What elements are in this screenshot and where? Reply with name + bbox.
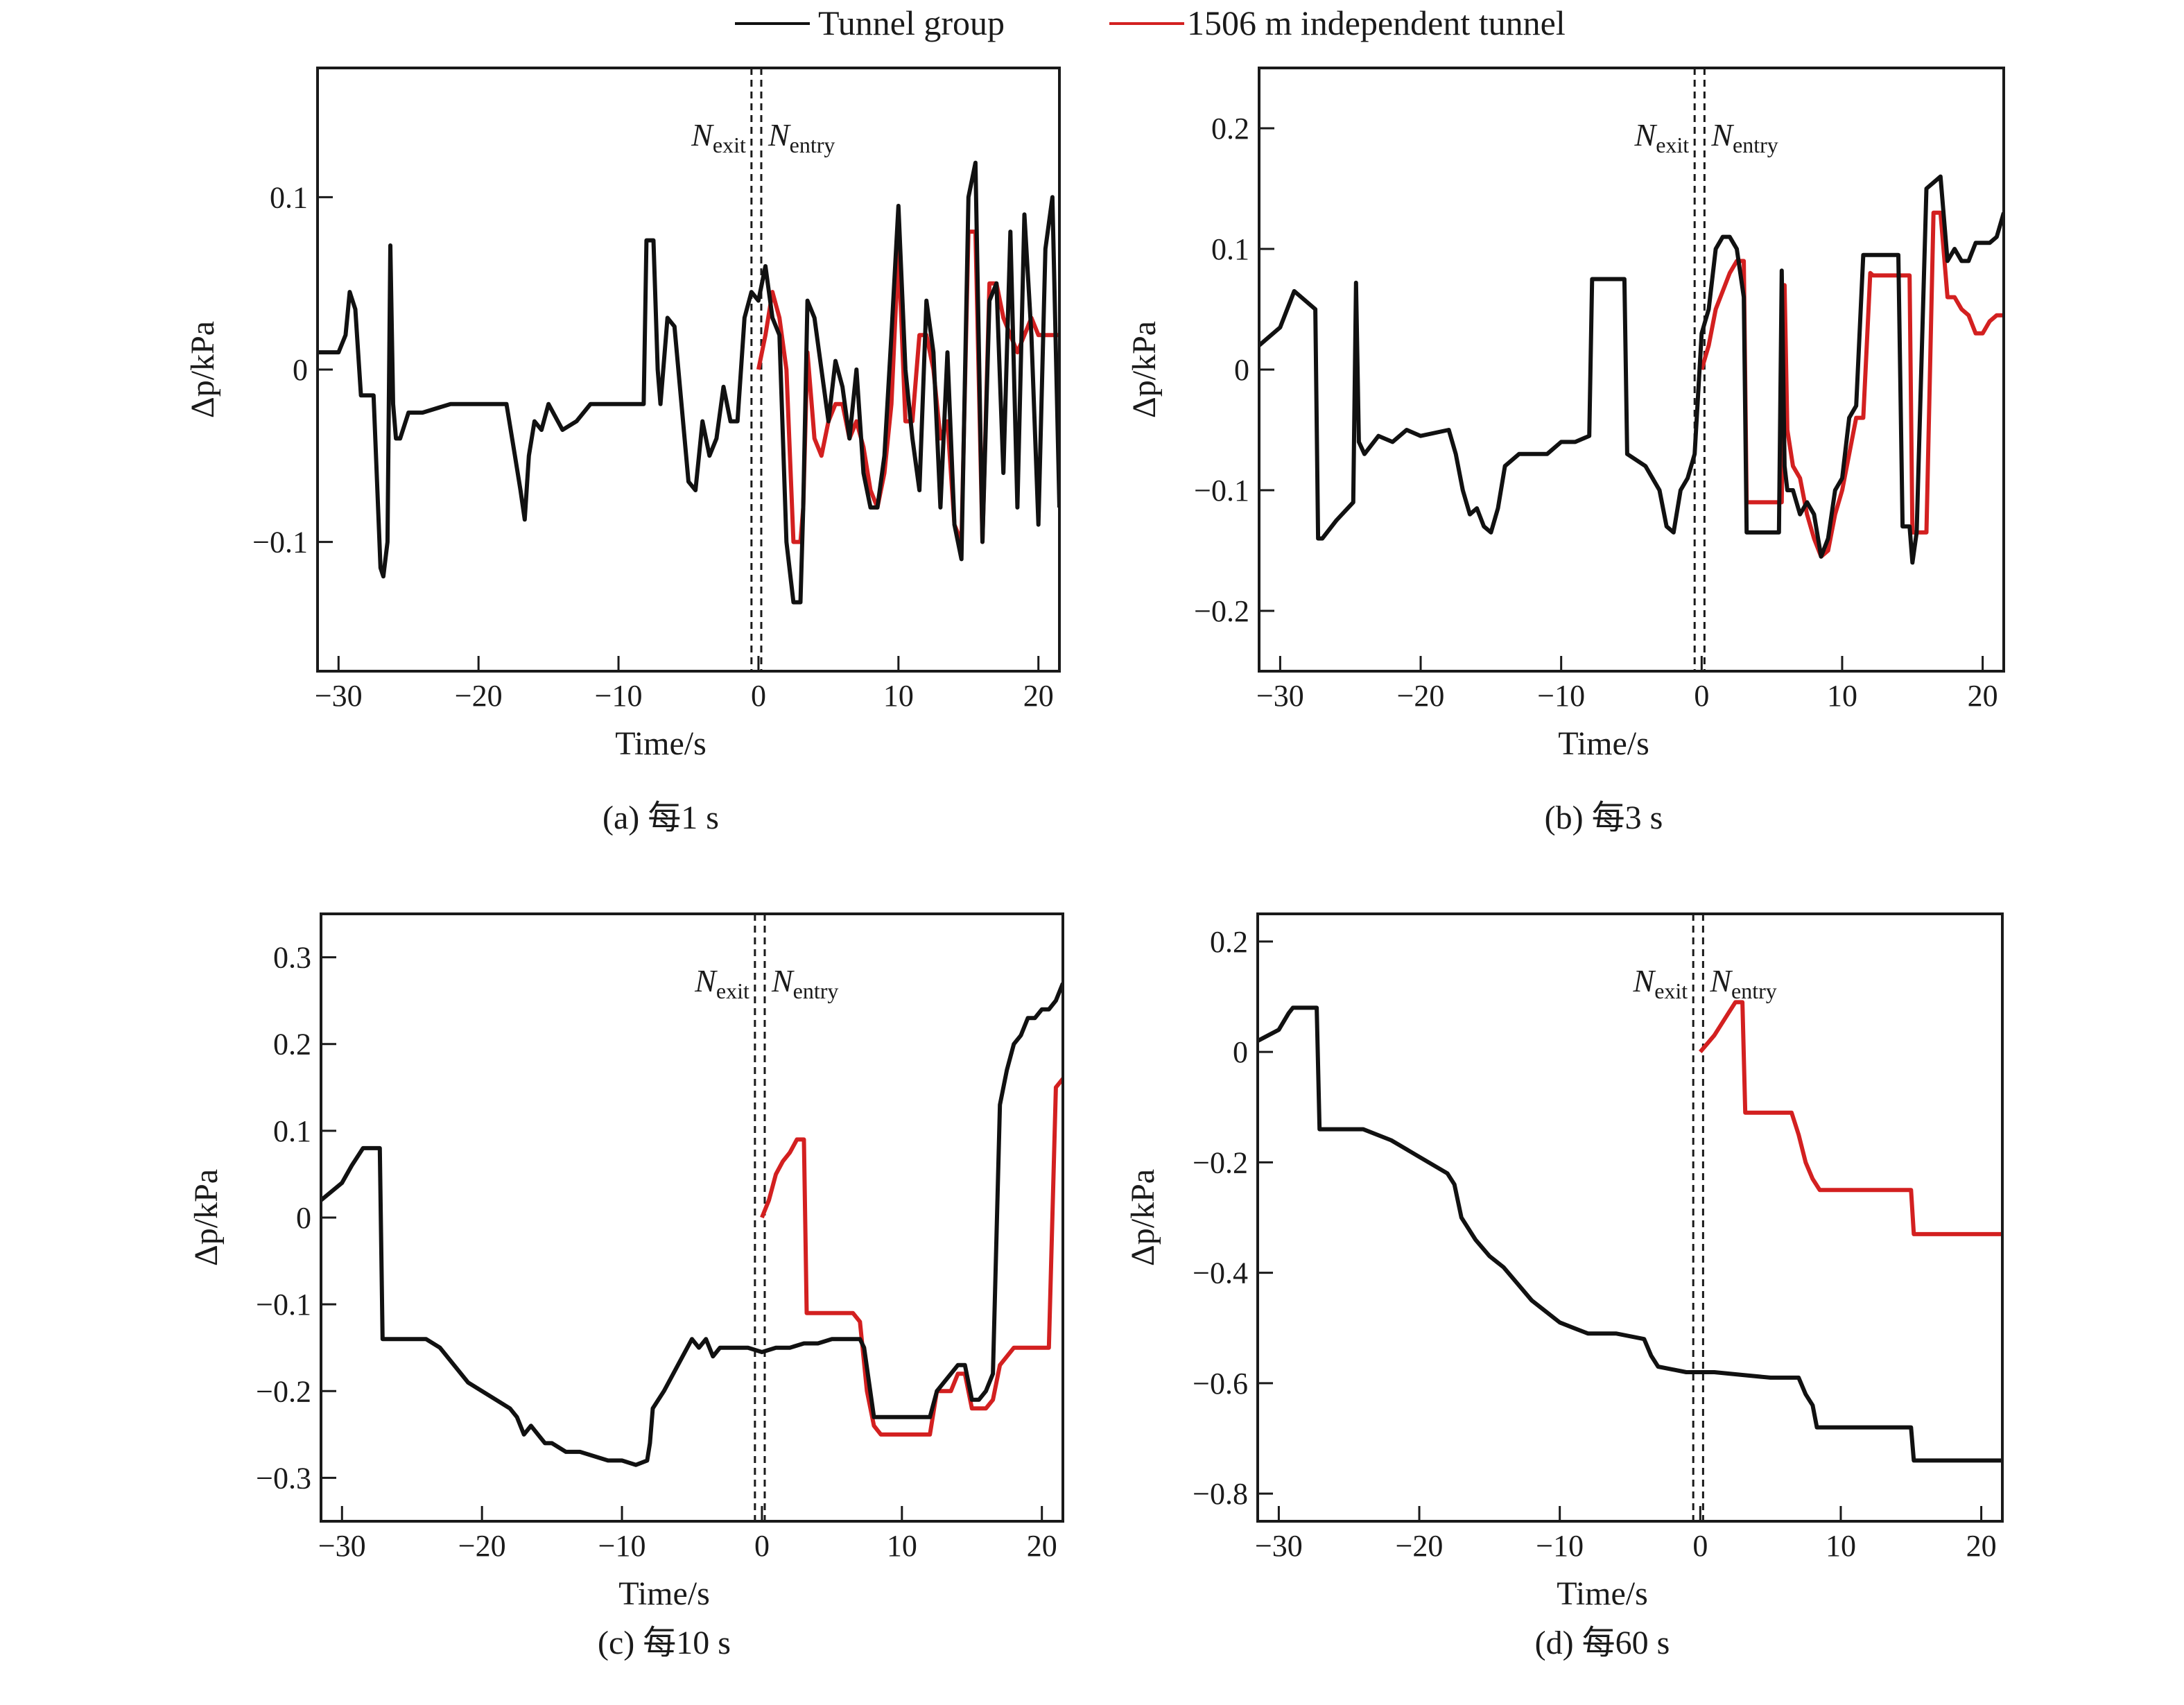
series-line-tunnel-group	[1259, 174, 2004, 565]
y-tick-label: −0.4	[1193, 1256, 1248, 1290]
x-tick-label: 10	[883, 679, 914, 713]
n-entry-label: Nentry	[1709, 963, 1776, 1003]
y-tick-label: 0	[293, 353, 308, 387]
x-tick-label: −30	[1256, 679, 1304, 713]
n-exit-label: Nexit	[1633, 963, 1688, 1003]
x-tick-label: 20	[1027, 1529, 1057, 1563]
x-tick-label: −30	[315, 679, 363, 713]
y-tick-label: 0.3	[273, 941, 311, 975]
panel-caption: (c) 每10 s	[598, 1625, 731, 1661]
x-tick-label: 0	[751, 679, 766, 713]
x-tick-label: −20	[1396, 1529, 1444, 1563]
x-axis-title: Time/s	[615, 725, 707, 762]
plot-frame	[316, 67, 1061, 673]
x-axis-title: Time/s	[1557, 1575, 1648, 1612]
x-tick-label: −10	[1537, 679, 1585, 713]
legend-label-independent-tunnel: 1506 m independent tunnel	[1187, 3, 1566, 42]
y-tick-label: −0.1	[1194, 474, 1249, 508]
y-tick-label: −0.6	[1193, 1367, 1248, 1401]
series-line-independent-tunnel	[760, 1077, 1063, 1437]
y-tick-label: 0.2	[1211, 112, 1249, 146]
x-tick-label: 20	[1023, 679, 1054, 713]
x-axis-title: Time/s	[1558, 725, 1649, 762]
x-tick-label: −30	[1255, 1529, 1303, 1563]
x-tick-label: 0	[754, 1529, 770, 1563]
y-axis-title: Δp/kPa	[1125, 1169, 1161, 1266]
n-entry-label: Nentry	[771, 963, 838, 1003]
panel-caption: (d) 每60 s	[1535, 1625, 1670, 1661]
x-tick-label: 10	[1827, 679, 1857, 713]
y-tick-label: 0	[296, 1201, 311, 1235]
x-tick-label: −20	[1397, 679, 1445, 713]
y-axis-title: Δp/kPa	[188, 1169, 225, 1266]
x-tick-label: −30	[318, 1529, 366, 1563]
n-exit-label: Nexit	[1634, 117, 1690, 157]
chart-panel-2: −30 −20 −10 0 10 20 −0.2 −0.1 0 0.1 0.2 Nexit Nentry…	[1126, 67, 2005, 836]
panel-caption: (b) 每3 s	[1545, 799, 1663, 836]
y-tick-label: 0.2	[273, 1028, 311, 1062]
y-tick-label: −0.3	[256, 1461, 311, 1495]
n-entry-label: Nentry	[1710, 117, 1778, 157]
x-tick-label: −10	[598, 1529, 646, 1563]
series-line-tunnel-group	[318, 160, 1059, 605]
y-axis-title: Δp/kPa	[184, 321, 221, 418]
y-tick-label: −0.8	[1193, 1477, 1248, 1511]
legend: Tunnel group 1506 m independent tunnel	[735, 3, 1566, 42]
y-tick-label: −0.1	[256, 1288, 311, 1322]
legend-label-tunnel-group: Tunnel group	[818, 3, 1005, 42]
x-tick-label: 10	[1826, 1529, 1856, 1563]
n-exit-label: Nexit	[694, 963, 749, 1003]
x-tick-label: 10	[887, 1529, 917, 1563]
x-tick-label: −20	[458, 1529, 506, 1563]
y-tick-label: −0.2	[256, 1374, 311, 1408]
y-tick-label: −0.1	[252, 526, 308, 560]
x-tick-label: 20	[1966, 1529, 1997, 1563]
x-tick-label: 20	[1968, 679, 1998, 713]
series-line-tunnel-group	[1258, 1005, 2002, 1463]
series-line-tunnel-group	[321, 982, 1063, 1467]
y-axis-title: Δp/kPa	[1126, 321, 1163, 418]
x-tick-label: −20	[455, 679, 503, 713]
y-tick-label: 0	[1234, 353, 1249, 387]
panel-caption: (a) 每1 s	[603, 799, 719, 836]
plot-frame	[1258, 67, 2005, 673]
y-tick-label: −0.2	[1193, 1145, 1248, 1179]
y-tick-label: −0.2	[1194, 594, 1249, 628]
y-tick-label: 0.1	[270, 180, 308, 214]
y-tick-label: 0.1	[273, 1114, 311, 1148]
x-tick-label: −10	[1536, 1529, 1584, 1563]
x-tick-label: 0	[1692, 1529, 1708, 1563]
plot-frame	[320, 912, 1064, 1523]
panels: −30 −20 −10 0 10 20 −0.1 0 0.1 Nexit Nentry Time/s Δ…	[184, 67, 2005, 1661]
y-tick-label: 0	[1233, 1035, 1248, 1069]
series-line-independent-tunnel	[1699, 1000, 2002, 1236]
x-axis-title: Time/s	[618, 1575, 710, 1612]
chart-panel-3: −30 −20 −10 0 10 20 −0.3 −0.2 −0.1 0 0.1 0.2 0.3 Nexi…	[188, 912, 1064, 1661]
x-tick-label: −10	[595, 679, 643, 713]
plot-frame	[1256, 912, 2004, 1523]
chart-panel-1: −30 −20 −10 0 10 20 −0.1 0 0.1 Nexit Nentry Time/s Δ…	[184, 67, 1061, 836]
n-entry-label: Nentry	[768, 117, 835, 157]
n-exit-label: Nexit	[691, 117, 746, 157]
y-tick-label: 0.1	[1211, 232, 1249, 266]
y-tick-label: 0.2	[1210, 925, 1248, 959]
chart-panel-4: −30 −20 −10 0 10 20 −0.8 −0.6 −0.4 −0.2 0 0.2 Nexit N…	[1125, 912, 2004, 1661]
x-tick-label: 0	[1694, 679, 1709, 713]
